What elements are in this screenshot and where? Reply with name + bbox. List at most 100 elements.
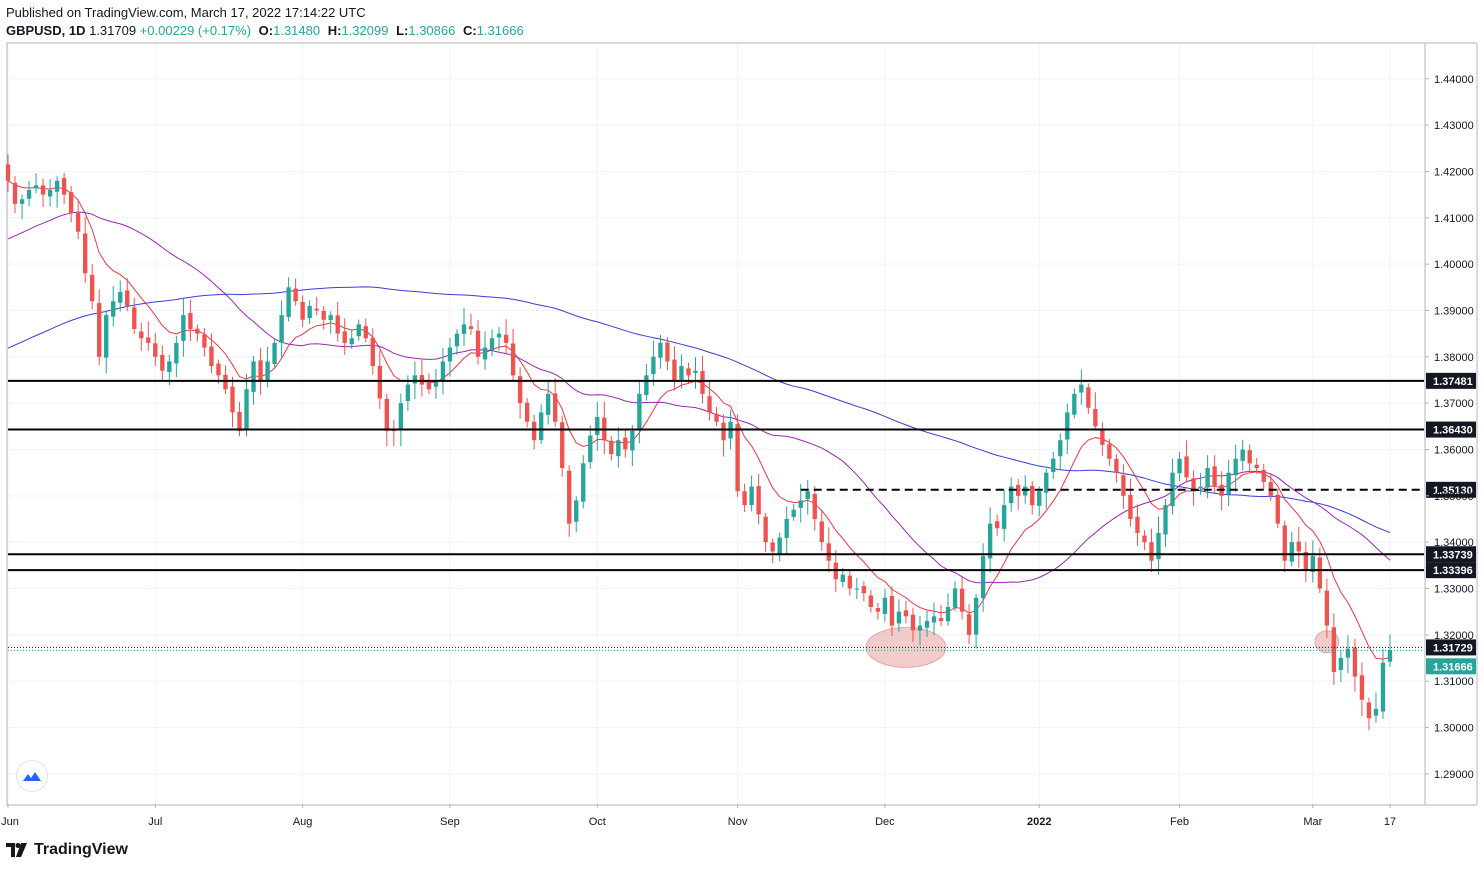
candle-body <box>1044 472 1049 493</box>
y-tick-label: 1.32000 <box>1434 630 1474 642</box>
candle-body <box>496 333 502 338</box>
candle-body <box>700 370 705 394</box>
candle-body <box>489 338 495 351</box>
candle-body <box>47 189 53 197</box>
candle-body <box>917 625 923 631</box>
horizontal-levels[interactable]: 1.37481 1.36430 1.35130 1.33739 1.33396 1.317… <box>8 372 1476 675</box>
candle-body <box>987 523 993 559</box>
symbol-label[interactable]: GBPUSD, 1D <box>6 23 86 38</box>
candle-body <box>1317 557 1323 589</box>
candle-body <box>1254 464 1259 469</box>
candle-body <box>651 356 656 375</box>
candle-body <box>1310 556 1316 572</box>
candle-body <box>770 542 775 552</box>
x-tick-label: Oct <box>589 816 606 828</box>
candle-body <box>1163 505 1168 535</box>
candle-body <box>40 185 46 195</box>
candle-body <box>426 382 432 390</box>
x-tick-label: Aug <box>293 816 313 828</box>
candle-body <box>244 389 249 430</box>
candle-body <box>1191 478 1196 492</box>
candle-body <box>1261 469 1266 482</box>
candle-body <box>1107 444 1112 459</box>
candles[interactable] <box>5 154 1393 731</box>
candle-body <box>1275 494 1280 524</box>
candle-body <box>468 326 474 329</box>
candle-body <box>980 556 986 599</box>
candle-body <box>174 342 179 364</box>
tradingview-bubble-icon[interactable] <box>16 760 48 792</box>
candle-body <box>342 331 347 343</box>
candle-body <box>398 403 404 430</box>
candle-body <box>26 189 32 199</box>
candle-body <box>139 331 144 339</box>
candle-body <box>300 301 305 320</box>
candle-body <box>574 500 579 522</box>
candle-body <box>903 610 909 617</box>
candle-body <box>896 611 902 624</box>
candle-body <box>1030 485 1035 506</box>
candle-body <box>714 413 719 422</box>
candle-body <box>251 361 256 392</box>
low-label: L: <box>396 23 409 38</box>
candle-body <box>945 607 951 622</box>
candle-body <box>882 597 888 614</box>
candle-body <box>132 307 137 329</box>
candle-body <box>756 486 761 515</box>
candle-body <box>321 311 326 320</box>
moving-averages <box>7 180 1391 660</box>
candle-body <box>623 437 628 450</box>
candle-body <box>531 421 537 441</box>
candle-body <box>272 342 277 365</box>
candle-body <box>826 543 831 561</box>
x-tick-label: 17 <box>1384 816 1396 828</box>
candle-body <box>924 620 930 628</box>
y-tick-label: 1.40000 <box>1434 259 1474 271</box>
candle-body <box>97 303 102 357</box>
candle-body <box>68 192 74 214</box>
y-tick-label: 1.42000 <box>1434 166 1474 178</box>
candle-body <box>875 607 881 612</box>
x-tick-label: Feb <box>1170 816 1189 828</box>
candle-body <box>959 588 965 612</box>
candle-body <box>33 185 39 189</box>
close-label: C: <box>462 23 477 38</box>
candle-body <box>1065 412 1070 440</box>
candle-body <box>545 393 551 415</box>
candle-body <box>503 334 509 343</box>
candle-body <box>118 291 123 303</box>
candle-body <box>223 374 228 390</box>
candle-body <box>1072 393 1077 415</box>
level-tag <box>1426 639 1476 656</box>
ohlc-legend: GBPUSD, 1D 1.31709 +0.00229 (+0.17%) O:1… <box>6 23 524 38</box>
level-tag <box>1426 562 1476 579</box>
candle-body <box>1058 440 1063 457</box>
high-label: H: <box>327 23 342 38</box>
last-price: 1.31709 <box>89 23 137 38</box>
level-tag-label: 1.36430 <box>1433 425 1473 437</box>
candle-body <box>412 375 418 384</box>
y-tick-label: 1.38000 <box>1434 352 1474 364</box>
footer-logo[interactable]: TradingView <box>6 841 128 859</box>
candle-body <box>679 366 684 380</box>
candle-body <box>510 343 516 376</box>
price-axis[interactable]: 1.44000 1.43000 1.42000 1.41000 1.40000 1.390… <box>1425 74 1474 781</box>
candle-body <box>1387 650 1393 662</box>
y-tick-label: 1.37000 <box>1434 398 1474 410</box>
candle-body <box>349 338 354 345</box>
time-axis[interactable]: Jun Jul Aug Sep Oct Nov Dec 2022 Feb Mar 17 <box>1 804 1396 828</box>
candle-body <box>791 509 796 517</box>
y-tick-label: 1.43000 <box>1434 120 1474 132</box>
candle-body <box>1023 486 1028 496</box>
candle-body <box>230 386 235 413</box>
candle-body <box>293 288 298 302</box>
candle-body <box>54 180 60 192</box>
candle-body <box>742 491 747 506</box>
candle-body <box>1093 408 1098 427</box>
candle-body <box>938 617 944 621</box>
y-tick-label: 1.31000 <box>1434 676 1474 688</box>
level-tag-label: 1.35130 <box>1433 485 1473 497</box>
candle-body <box>5 164 11 181</box>
candle-body <box>637 393 642 431</box>
